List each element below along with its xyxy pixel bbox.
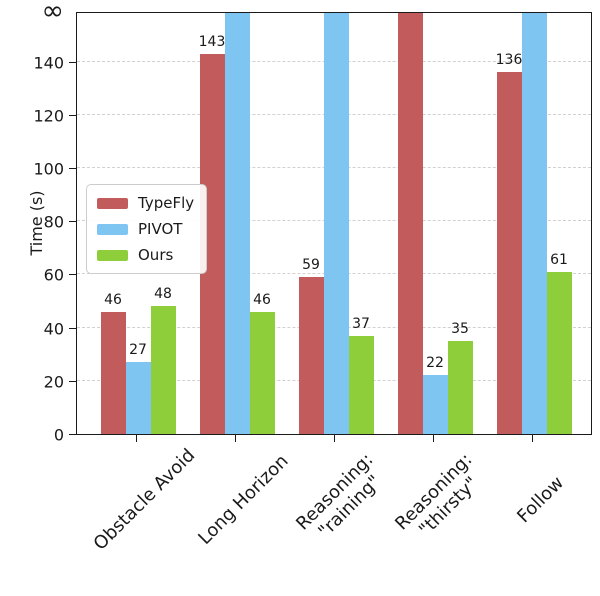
bar-value-label: 22 (426, 355, 444, 372)
legend-swatch-pivot (97, 223, 128, 235)
bar-typefly-5 (496, 72, 522, 434)
bar-value-label: 59 (302, 257, 320, 274)
y-tick-mark-20 (69, 380, 76, 382)
y-tick-label-0: 0 (53, 425, 64, 445)
bar-value-label: 37 (352, 315, 370, 332)
bar-ours-1 (150, 306, 176, 434)
legend-swatch-typefly (97, 197, 128, 209)
x-tick-mark-5 (532, 435, 533, 442)
bar-value-label: 46 (104, 291, 122, 308)
x-category-label: Follow (513, 472, 568, 527)
legend-row-ours: Ours (97, 246, 194, 264)
y-tick-label-20: 20 (43, 372, 64, 392)
x-category-label: Obstacle Avoid (89, 444, 200, 555)
x-category-label: Long Horizon (194, 450, 293, 549)
bar-value-label: 48 (154, 286, 172, 303)
bar-typefly-4 (397, 13, 423, 434)
bar-pivot-4 (422, 375, 448, 434)
plot-area: 46 27 48 143 46 59 37 22 35 136 61 TypeFly PIVOT Our… (76, 12, 592, 435)
legend-row-pivot: PIVOT (97, 220, 194, 238)
bar-value-label: 27 (129, 342, 147, 359)
bar-value-label: 61 (550, 251, 568, 268)
x-tick-mark-4 (433, 435, 434, 442)
bar-pivot-2 (224, 13, 250, 434)
bar-typefly-3 (298, 277, 324, 434)
y-tick-mark-80 (69, 221, 76, 223)
y-tick-mark-40 (69, 327, 76, 329)
bar-value-label: 46 (253, 291, 271, 308)
bar-pivot-3 (323, 13, 349, 434)
legend-row-typefly: TypeFly (97, 194, 194, 212)
bar-ours-4 (447, 340, 473, 434)
bar-ours-2 (249, 311, 275, 434)
y-tick-label-80: 80 (43, 212, 64, 232)
bar-ours-3 (348, 335, 374, 434)
y-tick-label-infinity: ∞ (41, 0, 65, 27)
bar-ours-5 (546, 271, 572, 434)
y-tick-mark-60 (69, 274, 76, 276)
bar-pivot-1 (125, 362, 151, 434)
legend-label-ours: Ours (138, 246, 174, 264)
plot-clip-region (77, 13, 591, 434)
y-tick-label-120: 120 (33, 106, 64, 126)
x-tick-mark-1 (136, 435, 137, 442)
legend-swatch-ours (97, 249, 128, 261)
bar-pivot-5 (521, 13, 547, 434)
bar-value-label: 143 (198, 33, 226, 50)
y-tick-mark-0 (69, 434, 76, 435)
y-tick-label-40: 40 (43, 319, 64, 339)
y-tick-label-60: 60 (43, 265, 64, 285)
y-tick-label-100: 100 (33, 159, 64, 179)
y-tick-mark-120 (69, 114, 76, 116)
y-tick-mark-100 (69, 167, 76, 169)
x-category-label: Reasoning: "raining" (292, 449, 386, 543)
x-tick-mark-2 (235, 435, 236, 442)
legend-label-pivot: PIVOT (138, 220, 183, 238)
y-tick-mark-140 (69, 61, 76, 63)
x-category-label: Reasoning: "thirsty" (391, 449, 483, 541)
legend: TypeFly PIVOT Ours (86, 184, 208, 274)
bar-value-label: 35 (451, 320, 469, 337)
bar-value-label: 136 (495, 52, 523, 69)
x-tick-mark-3 (334, 435, 335, 442)
y-tick-label-140: 140 (33, 53, 64, 73)
bar-typefly-1 (100, 311, 126, 434)
legend-label-typefly: TypeFly (138, 194, 195, 212)
